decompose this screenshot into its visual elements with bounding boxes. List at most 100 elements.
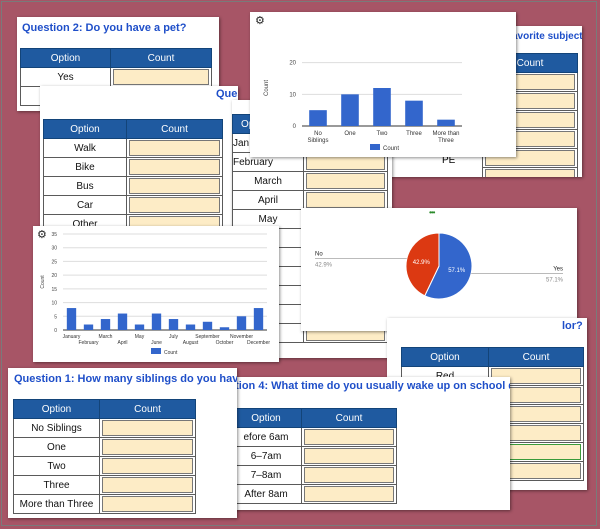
- gear-icon[interactable]: ⚙: [255, 15, 265, 27]
- y-tick-label: 20: [289, 61, 296, 67]
- count-field[interactable]: [491, 368, 581, 384]
- option-label: No Siblings: [13, 418, 100, 438]
- question-fragment: Questio: [216, 88, 238, 100]
- bar: [151, 313, 162, 330]
- bar: [309, 110, 327, 126]
- option-label: efore 6am: [230, 427, 302, 447]
- count-header: Count: [99, 399, 196, 419]
- count-field[interactable]: [129, 197, 220, 213]
- x-tick-label: Three: [406, 131, 422, 137]
- legend-label: Count: [164, 350, 178, 356]
- question-title: avorite subject?: [512, 31, 582, 42]
- x-tick-label: September: [195, 334, 220, 340]
- option-label: Yes: [20, 67, 111, 87]
- bar: [219, 327, 230, 330]
- bar: [117, 313, 128, 330]
- slice-percent-label: 42.9%: [413, 260, 431, 266]
- pet-pie-chart: 57.1% Yes 57.1% 42.9% No 42.9%: [315, 232, 564, 300]
- siblings-chart-card: ⚙ 0 10 20 No Siblings One Two Three More than Thr…: [250, 12, 516, 157]
- count-header: Count: [488, 347, 584, 367]
- x-tick-label: August: [183, 340, 199, 346]
- count-field[interactable]: [304, 448, 394, 464]
- y-tick-label: 20: [51, 273, 57, 279]
- x-tick-label: February: [78, 340, 99, 346]
- count-field[interactable]: [304, 486, 394, 502]
- option-header: Option: [13, 399, 100, 419]
- wake-table: Option Count efore 6am 6–7am 7–8am After …: [230, 408, 397, 504]
- count-field[interactable]: [129, 178, 220, 194]
- option-pe: PE: [442, 155, 456, 166]
- bar: [83, 324, 94, 330]
- option-label: After 8am: [230, 484, 302, 504]
- slice-value-label: 57.1%: [546, 277, 564, 283]
- bar: [437, 119, 455, 126]
- x-tick-label: January: [63, 334, 81, 340]
- x-tick-label: June: [151, 340, 162, 346]
- count-header: Count: [301, 408, 397, 428]
- wake-survey-card: stion 4: What time do you usually wake u…: [227, 377, 510, 510]
- option-header: Option: [43, 119, 127, 139]
- bar: [202, 321, 213, 330]
- bar: [236, 316, 247, 330]
- question-title: stion 4: What time do you usually wake u…: [229, 380, 510, 392]
- slice-name-label: No: [315, 252, 323, 258]
- more-options-icon[interactable]: •••: [429, 208, 435, 217]
- option-label: Bike: [43, 157, 127, 177]
- siblings-survey-card: Question 1: How many siblings do you hav…: [8, 368, 237, 518]
- slice-name-label: Yes: [553, 266, 563, 272]
- pie-slice: [405, 232, 440, 297]
- bar: [405, 100, 423, 126]
- bar: [134, 324, 145, 330]
- option-label: Car: [43, 195, 127, 215]
- bar: [253, 308, 264, 330]
- y-tick-label: 10: [289, 92, 296, 98]
- count-field[interactable]: [304, 467, 394, 483]
- y-tick-label: 15: [51, 287, 57, 293]
- legend-swatch: [370, 144, 380, 150]
- x-tick-label: Two: [376, 131, 388, 137]
- count-field[interactable]: [113, 69, 209, 85]
- count-field[interactable]: [102, 477, 193, 493]
- count-field[interactable]: [102, 420, 193, 436]
- count-field[interactable]: [304, 429, 394, 445]
- count-header: Count: [110, 48, 212, 68]
- option-label: Three: [13, 475, 100, 495]
- count-field[interactable]: [485, 169, 575, 177]
- y-tick-label: 35: [51, 232, 57, 238]
- x-tick-label: July: [169, 334, 178, 340]
- count-field[interactable]: [306, 192, 385, 208]
- slice-percent-label: 57.1%: [448, 268, 466, 274]
- bar: [100, 319, 111, 330]
- pie-slice: [424, 232, 473, 300]
- color-table: Option Count Red: [401, 347, 584, 481]
- months-chart-card: ⚙ 0 5 10 15 20 25 30 35 January February March Apri…: [33, 226, 279, 362]
- gear-icon[interactable]: ⚙: [37, 229, 47, 241]
- count-field[interactable]: [102, 458, 193, 474]
- x-tick-label: March: [99, 334, 113, 340]
- y-tick-label: 5: [54, 314, 57, 320]
- y-tick-label: 25: [51, 259, 57, 265]
- count-field[interactable]: [102, 496, 193, 512]
- option-label: 6–7am: [230, 446, 302, 466]
- x-tick-label: December: [247, 340, 270, 346]
- option-label: April: [232, 190, 304, 210]
- count-field[interactable]: [129, 159, 220, 175]
- pet-pie-chart-card: ••• 57.1% Yes 57.1% 42.9% No 42.9%: [301, 208, 577, 331]
- count-field[interactable]: [129, 140, 220, 156]
- x-tick-label: Siblings: [307, 138, 328, 144]
- y-axis-label: Count: [264, 80, 270, 96]
- bar: [341, 94, 359, 126]
- x-tick-label: October: [216, 340, 234, 346]
- option-label: Two: [13, 456, 100, 476]
- x-tick-label: Three: [438, 138, 454, 144]
- y-tick-label: 0: [54, 328, 57, 334]
- option-label: March: [232, 171, 304, 191]
- question-title: Question 1: How many siblings do you hav…: [14, 373, 237, 385]
- count-field[interactable]: [102, 439, 193, 455]
- legend-swatch: [151, 348, 161, 354]
- count-field[interactable]: [306, 173, 385, 189]
- y-tick-label: 0: [293, 124, 297, 130]
- option-header: Option: [401, 347, 489, 367]
